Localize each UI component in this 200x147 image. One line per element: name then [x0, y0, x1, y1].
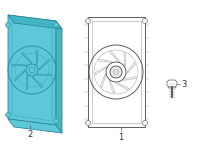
Polygon shape	[168, 86, 176, 87]
Text: 3: 3	[181, 80, 186, 88]
Polygon shape	[8, 119, 62, 133]
Polygon shape	[8, 15, 56, 125]
Text: 2: 2	[27, 130, 33, 139]
Polygon shape	[95, 66, 106, 75]
Polygon shape	[36, 50, 38, 65]
Polygon shape	[116, 83, 129, 90]
Circle shape	[26, 64, 38, 76]
Polygon shape	[26, 75, 28, 90]
Polygon shape	[56, 21, 62, 133]
Polygon shape	[124, 52, 126, 66]
Circle shape	[6, 22, 11, 27]
Circle shape	[142, 121, 148, 126]
Polygon shape	[127, 62, 135, 74]
Polygon shape	[92, 21, 141, 123]
Polygon shape	[32, 77, 43, 88]
Circle shape	[113, 69, 119, 75]
Polygon shape	[167, 80, 177, 87]
Circle shape	[29, 67, 35, 73]
Polygon shape	[21, 52, 32, 63]
Polygon shape	[14, 70, 25, 81]
Polygon shape	[109, 80, 115, 93]
Circle shape	[54, 22, 59, 27]
Circle shape	[86, 19, 91, 24]
Circle shape	[54, 118, 59, 123]
Polygon shape	[12, 64, 27, 66]
Polygon shape	[39, 59, 50, 70]
Polygon shape	[110, 51, 120, 62]
Polygon shape	[37, 74, 52, 76]
Circle shape	[142, 19, 148, 24]
Polygon shape	[100, 74, 106, 88]
Polygon shape	[98, 59, 112, 62]
Polygon shape	[123, 76, 137, 80]
Polygon shape	[8, 15, 62, 29]
Text: 1: 1	[118, 133, 124, 142]
Circle shape	[86, 121, 91, 126]
Polygon shape	[88, 17, 145, 127]
Circle shape	[110, 66, 122, 78]
Circle shape	[6, 112, 11, 117]
